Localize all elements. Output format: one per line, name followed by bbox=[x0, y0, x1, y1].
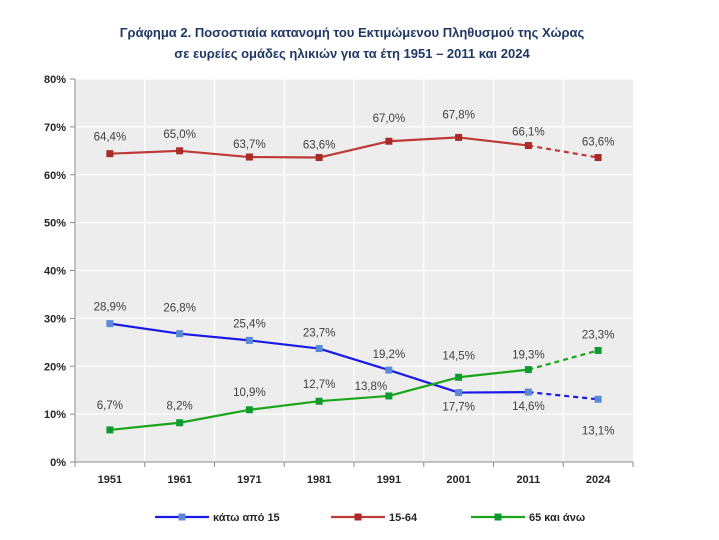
legend-label: 65 και άνω bbox=[529, 512, 585, 524]
data-label: 8,2% bbox=[167, 401, 193, 413]
data-point-marker bbox=[455, 373, 463, 381]
legend-item-15-64: 15-64 bbox=[331, 512, 418, 524]
data-label: 28,9% bbox=[94, 302, 127, 314]
data-label: 23,7% bbox=[303, 328, 336, 340]
legend-marker bbox=[178, 513, 186, 521]
data-label: 64,4% bbox=[94, 132, 127, 144]
data-point-marker bbox=[315, 154, 323, 162]
data-point-marker bbox=[524, 388, 532, 396]
y-tick-label: 60% bbox=[44, 170, 66, 182]
chart-axes: 0% 10% 20% 30% 40% 50% 60% 70% 80% 1951 1961 1971 19… bbox=[44, 74, 634, 486]
x-tick-label: 1961 bbox=[167, 474, 191, 486]
data-point-marker bbox=[524, 366, 532, 374]
x-tick-label: 2001 bbox=[446, 474, 470, 486]
data-label: 13,1% bbox=[582, 425, 615, 437]
data-point-marker bbox=[245, 153, 253, 161]
legend-label: κάτω από 15 bbox=[213, 512, 280, 524]
data-label: 25,4% bbox=[233, 318, 266, 330]
data-point-marker bbox=[455, 133, 463, 141]
series-dashed-line-65-plus bbox=[528, 349, 599, 371]
data-label: 63,7% bbox=[233, 139, 266, 151]
data-point-marker bbox=[385, 366, 393, 374]
chart-series: 28,9% 26,8% 25,4% 23,7% 19,2% 14,5% 14,6% 13,1%… bbox=[94, 109, 615, 437]
legend-label: 15-64 bbox=[389, 512, 418, 524]
chart-subtitle: σε ευρείες ομάδες ηλικιών για τα έτη 195… bbox=[174, 46, 530, 61]
data-label: 6,7% bbox=[97, 400, 123, 412]
chart-title: Γράφημα 2. Ποσοστιαία κατανομή του Εκτιμ… bbox=[120, 25, 585, 40]
data-label: 14,5% bbox=[442, 351, 475, 363]
series-dashed-line-under-15 bbox=[528, 391, 599, 401]
data-point-marker bbox=[385, 392, 393, 400]
y-tick-label: 50% bbox=[44, 218, 66, 230]
x-tick-label: 2011 bbox=[516, 474, 540, 486]
plot-grid bbox=[75, 78, 633, 462]
chart-legend: κάτω από 15 15-64 65 και άνω bbox=[155, 512, 585, 524]
data-label: 65,0% bbox=[163, 129, 196, 141]
data-label: 23,3% bbox=[582, 329, 615, 341]
x-tick-label: 2024 bbox=[586, 474, 611, 486]
y-tick-label: 40% bbox=[44, 266, 66, 278]
data-label: 67,8% bbox=[442, 109, 475, 121]
series-15-64: 64,4% 65,0% 63,7% 63,6% 67,0% 67,8% 66,1% 63,6% bbox=[94, 109, 615, 162]
y-tick-label: 80% bbox=[44, 74, 66, 86]
data-point-marker bbox=[594, 346, 602, 354]
data-point-marker bbox=[106, 426, 114, 434]
x-tick-label: 1951 bbox=[98, 474, 122, 486]
data-label: 10,9% bbox=[233, 387, 266, 399]
data-point-marker bbox=[176, 147, 184, 155]
y-tick-label: 10% bbox=[44, 409, 66, 421]
data-point-marker bbox=[315, 397, 323, 405]
data-point-marker bbox=[455, 389, 463, 397]
y-tick-label: 0% bbox=[50, 457, 66, 469]
data-point-marker bbox=[594, 395, 602, 403]
y-tick-label: 70% bbox=[44, 122, 66, 134]
legend-item-65-plus: 65 και άνω bbox=[471, 512, 585, 524]
data-point-marker bbox=[245, 336, 253, 344]
data-point-marker bbox=[315, 345, 323, 353]
data-label: 17,7% bbox=[442, 401, 475, 413]
data-label: 63,6% bbox=[582, 137, 615, 149]
series-65-plus: 6,7% 8,2% 10,9% 12,7% 13,8% 17,7% 19,3% 23,3% bbox=[97, 329, 615, 434]
series-under-15: 28,9% 26,8% 25,4% 23,7% 19,2% 14,5% 14,6% 13,1% bbox=[94, 302, 615, 438]
x-tick-label: 1971 bbox=[237, 474, 261, 486]
data-point-marker bbox=[176, 330, 184, 338]
legend-marker bbox=[494, 513, 502, 521]
y-tick-label: 20% bbox=[44, 361, 66, 373]
data-label: 13,8% bbox=[355, 381, 388, 393]
data-label: 63,6% bbox=[303, 140, 336, 152]
data-point-marker bbox=[176, 419, 184, 427]
data-point-marker bbox=[385, 137, 393, 145]
data-point-marker bbox=[106, 320, 114, 328]
series-dashed-line-15-64 bbox=[528, 144, 599, 159]
data-point-marker bbox=[594, 154, 602, 162]
data-label: 67,0% bbox=[373, 113, 406, 125]
data-point-marker bbox=[245, 406, 253, 414]
data-label: 19,2% bbox=[373, 349, 406, 361]
data-label: 26,8% bbox=[163, 303, 196, 315]
legend-item-under-15: κάτω από 15 bbox=[155, 512, 280, 524]
data-label: 19,3% bbox=[512, 350, 545, 362]
y-tick-label: 30% bbox=[44, 313, 66, 325]
data-label: 12,7% bbox=[303, 379, 336, 391]
data-point-marker bbox=[106, 150, 114, 158]
x-tick-label: 1991 bbox=[377, 474, 401, 486]
legend-marker bbox=[354, 513, 362, 521]
data-label: 14,6% bbox=[512, 401, 545, 413]
x-tick-label: 1981 bbox=[307, 474, 331, 486]
data-point-marker bbox=[524, 142, 532, 150]
data-label: 66,1% bbox=[512, 127, 545, 139]
